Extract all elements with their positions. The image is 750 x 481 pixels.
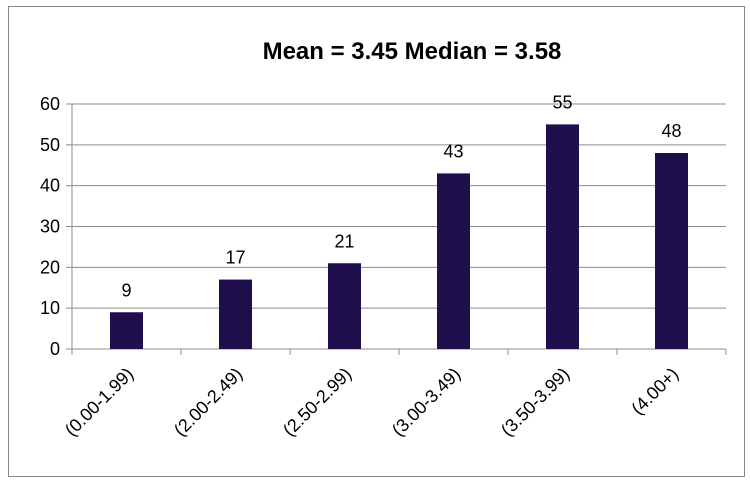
y-tick-label: 50	[40, 135, 60, 155]
bars	[110, 124, 688, 350]
y-tick-label: 0	[50, 339, 60, 359]
x-tick-label: (4.00+)	[627, 364, 682, 419]
x-tick-label: (3.00-3.49)	[388, 364, 464, 440]
bar	[655, 153, 688, 349]
x-tick-label: (2.00-2.49)	[170, 364, 246, 440]
y-tick-label: 40	[40, 176, 60, 196]
bar	[219, 279, 252, 349]
bar	[110, 312, 143, 349]
x-tick-label: (0.00-1.99)	[61, 364, 137, 440]
x-tick-label: (3.50-3.99)	[497, 364, 573, 440]
axes	[66, 103, 727, 355]
y-tick-label: 60	[40, 94, 60, 114]
chart-title: Mean = 3.45 Median = 3.58	[263, 38, 562, 65]
data-label: 9	[121, 280, 131, 300]
data-label: 43	[443, 141, 463, 161]
bar	[328, 263, 361, 349]
data-labels: 9 17 21 43 55 48	[121, 92, 681, 300]
x-tick-label: (2.50-2.99)	[279, 364, 355, 440]
y-tick-label: 30	[40, 217, 60, 237]
data-label: 17	[225, 248, 245, 268]
gridlines	[72, 103, 726, 309]
data-label: 48	[661, 121, 681, 141]
y-axis-ticks: 0 10 20 30 40 50 60	[40, 94, 60, 359]
bar	[546, 124, 579, 350]
y-tick-label: 20	[40, 257, 60, 277]
data-label: 21	[334, 231, 354, 251]
bar	[437, 173, 470, 349]
y-tick-label: 10	[40, 298, 60, 318]
data-label: 55	[552, 92, 572, 112]
chart-frame	[8, 6, 745, 477]
x-axis-ticks: (0.00-1.99) (2.00-2.49) (2.50-2.99) (3.00-3…	[61, 364, 682, 440]
